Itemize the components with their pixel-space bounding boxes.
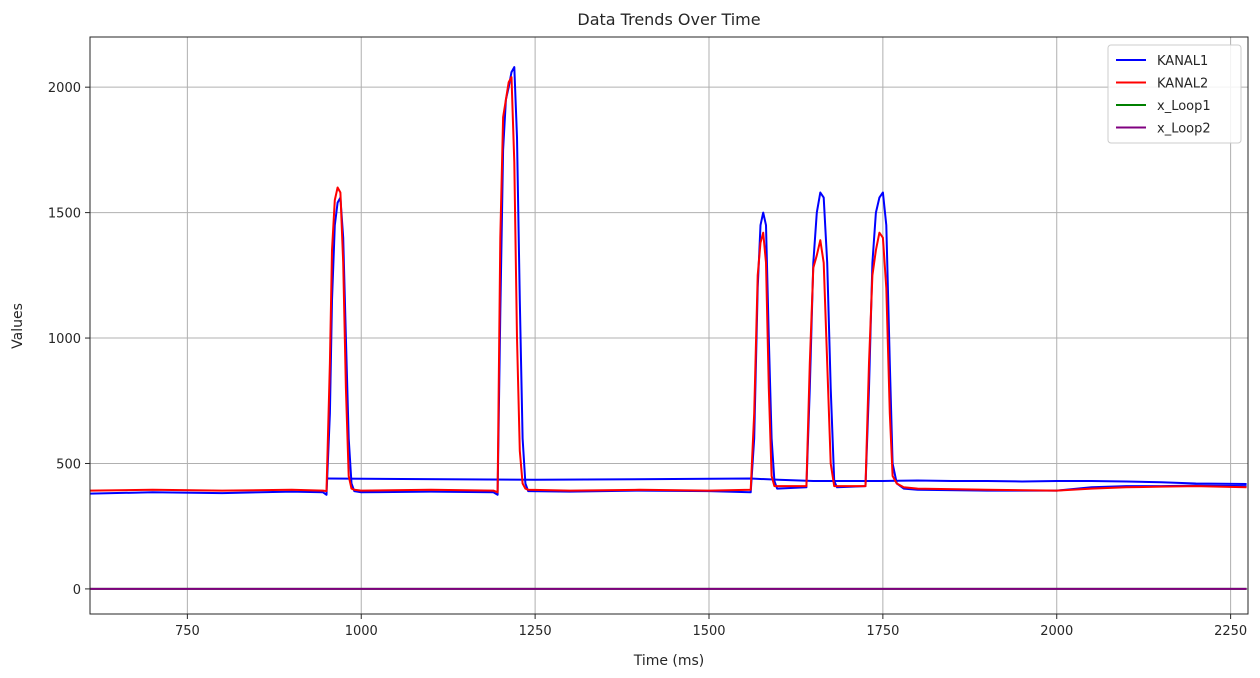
grid-lines [90, 37, 1248, 614]
x-axis-ticks: 750 1000 1250 1500 1750 2000 2250 [175, 614, 1247, 639]
y-tick-label: 0 [73, 583, 81, 598]
legend-box [1107, 44, 1242, 144]
y-tick-label: 500 [56, 457, 81, 472]
x-tick-label: 2250 [1214, 624, 1247, 639]
series-line-kanal1 [89, 66, 1247, 496]
x-axis-title: Time (ms) [633, 653, 705, 669]
series-line-kanal1 [326, 477, 1247, 485]
series-layer [89, 66, 1247, 590]
x-tick-label: 1750 [866, 624, 899, 639]
series-line-kanal2 [89, 76, 1247, 494]
legend-label-x-loop2: x_Loop2 [1157, 122, 1211, 137]
x-tick-label: 750 [175, 624, 200, 639]
legend-label-x-loop1: x_Loop1 [1157, 99, 1211, 114]
legend-label-kanal1: KANAL1 [1157, 54, 1208, 69]
plot-frame [89, 36, 1249, 615]
y-tick-label: 1500 [48, 207, 81, 222]
y-tick-label: 1000 [48, 332, 81, 347]
y-axis-title: Values [10, 303, 26, 349]
chart-title: Data Trends Over Time [577, 10, 760, 29]
y-tick-label: 2000 [48, 81, 81, 96]
y-axis-ticks: 0 500 1000 1500 2000 [48, 81, 90, 598]
legend-label-kanal2: KANAL2 [1157, 77, 1208, 92]
x-tick-label: 2000 [1040, 624, 1073, 639]
legend: KANAL1 KANAL2 x_Loop1 x_Loop2 [1107, 44, 1242, 144]
x-tick-label: 1500 [692, 624, 725, 639]
x-tick-label: 1250 [519, 624, 552, 639]
x-tick-label: 1000 [345, 624, 378, 639]
